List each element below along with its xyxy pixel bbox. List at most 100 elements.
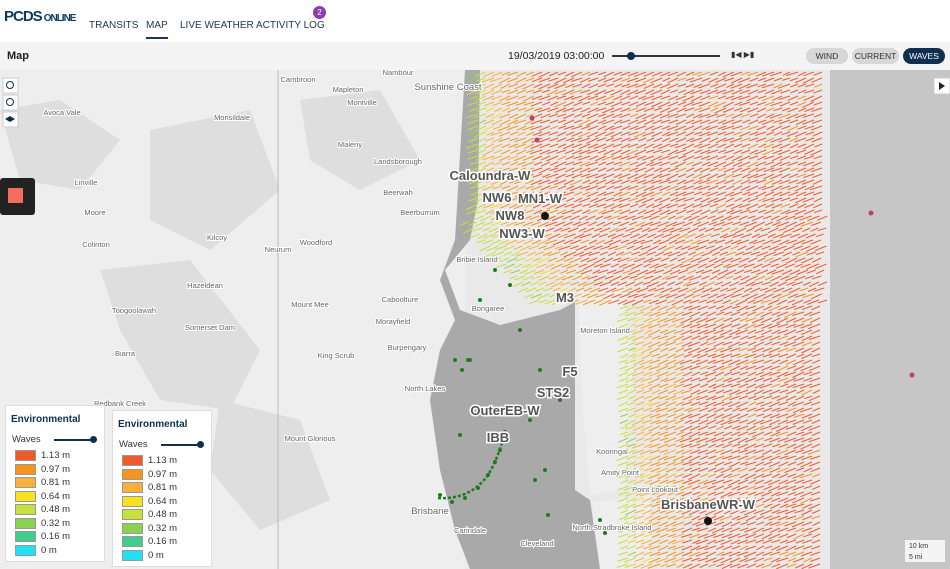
place-label: Beerburrum [400,208,440,217]
vessel [598,518,602,522]
place-label: Mount Mee [291,300,329,309]
station-label: MN1-W [518,191,563,206]
place-label: Caboolture [382,295,419,304]
place-label: Moreton Island [580,326,630,335]
marker [704,517,712,525]
layer-button[interactable]: WAVES [903,48,945,64]
marker [541,212,549,220]
tracks [437,115,915,535]
place-label: Mount Glorious [285,434,336,443]
legend-row: 0.81 m [122,482,177,493]
legend-row: 0.16 m [122,536,177,547]
logo-sub: ONLINE [43,13,77,24]
legend-row: 0.64 m [15,490,70,502]
vessel [450,500,454,504]
layer-button[interactable]: WIND [806,48,848,64]
terrain [0,90,420,530]
panel-icon [8,188,23,203]
station-label: IBB [487,430,509,445]
tab[interactable]: MAP [146,20,168,39]
tab[interactable]: TRANSITS [89,20,139,31]
legend-label: 0.48 m [41,504,71,516]
legend-slider [161,444,201,446]
time-slider[interactable] [612,55,720,57]
legend-swatch [122,509,143,520]
tab[interactable]: ACTIVITY LOG [256,20,325,31]
vessel [453,358,457,362]
place-label: Biarra [115,349,136,358]
place-label: Carindale [454,526,486,535]
zoom-in[interactable] [2,77,19,94]
legend-label: 0 m [148,549,164,561]
legend-layer: Waves [119,439,148,450]
legend-row: 0.48 m [122,509,177,520]
vessel [458,433,462,437]
place-label: Hazeldean [187,281,223,290]
logo: PCDS ONLINE [4,8,77,25]
station-label: NW8 [496,208,525,223]
station-label: BrisbaneWR-W [661,497,756,512]
legend-swatch [122,536,143,547]
wave-arrows [465,71,637,556]
station-label: NW3-W [499,226,545,241]
zoom-out[interactable] [2,94,19,111]
legend-row: 0.81 m [15,477,70,488]
track [437,429,507,500]
legend-swatch [15,463,36,475]
legend-label: 0.32 m [148,522,178,534]
place-label: Nambour [383,70,414,77]
legend-row: 0.64 m [122,495,177,507]
slider-thumb[interactable] [627,52,635,60]
vessel [463,496,467,500]
legend-layer: Waves [12,434,41,445]
legend-label: 0.81 m [41,477,71,489]
vessel [438,493,442,497]
place-label: Kooringal [596,447,628,456]
station-label: NW6 [483,190,512,205]
place-label: Brisbane [411,506,449,517]
legend-thumb [90,436,97,443]
place-label: Burpengary [388,343,427,352]
legend-title: Environmental [118,419,188,430]
place-label: Woodford [300,238,332,247]
legend-row: 0.97 m [15,463,71,475]
wave-arrows [481,71,685,569]
scale-mi: 5 mi [909,554,923,561]
legend-label: 0 m [41,544,57,556]
station-labels: Caloundra-W MN1-W NW6 NW8 NW3-W M3 F5 STS2 Outer… [448,167,757,514]
legend-title: Environmental [11,414,81,425]
vessel [533,478,537,482]
vessel [546,513,550,517]
tab[interactable]: LIVE WEATHER [180,20,254,31]
legend-row: 0.32 m [122,522,178,534]
vessel [508,283,512,287]
vessel [528,418,532,422]
wave-arrows [497,71,823,569]
station-label: F5 [562,364,577,379]
marker [909,372,915,378]
legend-label: 0.32 m [41,517,71,529]
vessel [460,368,464,372]
layer-button[interactable]: CURRENT [852,48,899,64]
place-label: Redbank Creek [94,399,146,408]
legend-label: 0.48 m [148,509,178,521]
scale-bar [905,540,945,562]
badge: 2 [313,6,326,19]
legend-row: 0.97 m [122,468,177,480]
step-buttons[interactable]: ▮◀ ▶▮ [731,50,755,59]
icon [939,82,945,90]
legend-swatch [15,477,36,488]
legend-swatch [122,468,143,480]
map-title: Map [7,50,29,62]
place-label: Cambroon [280,75,315,84]
vessel [538,368,542,372]
vessel [518,328,522,332]
vessel [478,298,482,302]
scale-km: 10 km [909,543,928,550]
place-label: Cleveland [520,539,553,548]
legend-swatch [15,531,36,542]
legend-label: 0.97 m [41,463,71,475]
vessel [543,468,547,472]
